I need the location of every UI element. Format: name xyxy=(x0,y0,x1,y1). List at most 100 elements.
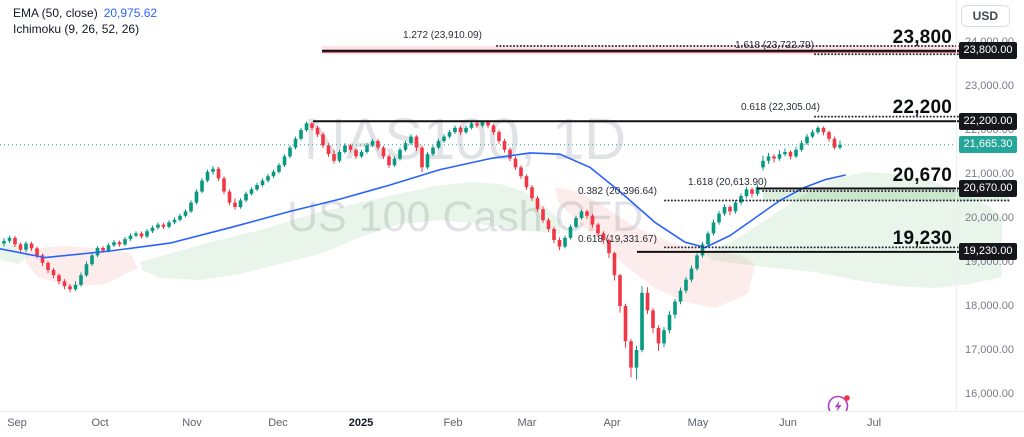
candle-body xyxy=(359,152,364,157)
time-axis[interactable]: Sep Oct Nov Dec 2025 Feb Mar Apr May Jun Jul xyxy=(0,411,1024,437)
candle-body xyxy=(524,176,529,188)
price-tick: 18,000.00 xyxy=(965,300,1014,312)
candle-body xyxy=(2,240,6,244)
candle-body xyxy=(84,264,89,276)
ichimoku-cloud xyxy=(555,187,755,308)
candle-body xyxy=(425,154,430,168)
candle-body xyxy=(706,233,710,245)
level-price-badge: 20,670.00 xyxy=(959,180,1017,198)
candle-body xyxy=(777,154,782,159)
legend-ichimoku[interactable]: Ichimoku (9, 26, 52, 26) xyxy=(13,21,157,37)
fib-label: 1.618 (20,613.90) xyxy=(688,177,767,188)
price-axis[interactable]: 24,000.0023,000.0022,000.0021,000.0020,0… xyxy=(956,0,1024,412)
candle-body xyxy=(62,281,67,287)
key-level-label[interactable]: 20,670 xyxy=(892,164,952,186)
candle-body xyxy=(90,255,94,265)
candle-body xyxy=(398,149,402,159)
candle-body xyxy=(766,156,771,161)
time-axis-label: May xyxy=(687,417,709,429)
candle-body xyxy=(376,141,380,148)
candle-body xyxy=(299,130,303,139)
candle-body xyxy=(535,198,540,210)
candle-body xyxy=(502,141,507,150)
candle-body xyxy=(486,122,490,126)
candle-body xyxy=(326,145,331,155)
candle-body xyxy=(700,244,705,256)
candle-body xyxy=(607,240,611,254)
candle-body xyxy=(293,138,298,148)
candle-body xyxy=(618,275,622,306)
candle-body xyxy=(497,132,501,141)
candle-body xyxy=(711,222,716,234)
candle-body xyxy=(392,158,397,166)
candle-body xyxy=(156,224,160,228)
key-level-label[interactable]: 19,230 xyxy=(892,227,952,249)
candle-body xyxy=(370,141,375,146)
candle-body xyxy=(673,301,677,315)
candle-body xyxy=(332,154,336,161)
candle-body xyxy=(18,244,23,250)
candle-body xyxy=(288,147,292,157)
candle-body xyxy=(420,147,424,168)
candle-body xyxy=(695,255,699,269)
time-axis-label: 2025 xyxy=(348,417,374,429)
candle-body xyxy=(469,123,474,128)
candle-body xyxy=(585,211,589,216)
key-level-label[interactable]: 23,800 xyxy=(892,26,952,48)
candle-body xyxy=(321,134,325,146)
candle-body xyxy=(596,224,600,234)
candle-body xyxy=(541,209,545,221)
candle-body xyxy=(431,147,435,155)
candle-body xyxy=(310,123,314,128)
candle-body xyxy=(750,189,754,194)
currency-toggle[interactable]: USD xyxy=(960,5,1010,27)
candle-body xyxy=(519,167,523,177)
candle-body xyxy=(590,215,595,225)
candle-body xyxy=(810,132,815,137)
candle-body xyxy=(414,136,419,148)
candle-body xyxy=(821,127,826,133)
candle-body xyxy=(266,176,270,181)
candle-body xyxy=(827,132,831,139)
candle-body xyxy=(409,136,413,144)
candle-body xyxy=(68,286,72,290)
candle-body xyxy=(343,145,347,152)
time-axis-label: Apr xyxy=(603,417,621,429)
time-axis-label: Mar xyxy=(517,417,537,429)
candle-body xyxy=(277,165,281,172)
candle-body xyxy=(623,306,628,342)
candle-body xyxy=(211,168,215,172)
candle-body xyxy=(123,239,127,245)
candle-body xyxy=(348,145,353,150)
candle-body xyxy=(315,127,320,135)
fib-label: 0.618 (22,305.04) xyxy=(741,102,820,113)
candle-body xyxy=(722,207,727,214)
candle-body xyxy=(57,275,61,282)
candle-body xyxy=(29,243,34,249)
level-price-badge: 23,800.00 xyxy=(959,42,1017,60)
candle-body xyxy=(205,171,210,181)
candle-body xyxy=(557,240,562,247)
time-axis-label: Nov xyxy=(182,417,202,429)
candle-body xyxy=(189,202,193,212)
candle-body xyxy=(13,237,17,245)
candle-body xyxy=(475,123,479,126)
key-level-label[interactable]: 22,200 xyxy=(892,97,952,119)
candle-body xyxy=(403,143,408,150)
candle-body xyxy=(194,191,199,203)
candle-body xyxy=(783,152,787,155)
candle-body xyxy=(128,235,133,240)
candle-body xyxy=(640,292,644,350)
legend-ema[interactable]: EMA (50, close) 20,975.62 xyxy=(13,5,157,21)
candle-body xyxy=(733,202,738,212)
candle-body xyxy=(788,152,793,157)
candle-body xyxy=(453,127,457,133)
candle-body xyxy=(755,187,760,194)
time-axis-label: Jun xyxy=(779,417,797,429)
candle-body xyxy=(563,237,567,247)
candle-body xyxy=(51,269,56,276)
candle-body xyxy=(260,180,265,185)
candle-body xyxy=(79,275,83,285)
